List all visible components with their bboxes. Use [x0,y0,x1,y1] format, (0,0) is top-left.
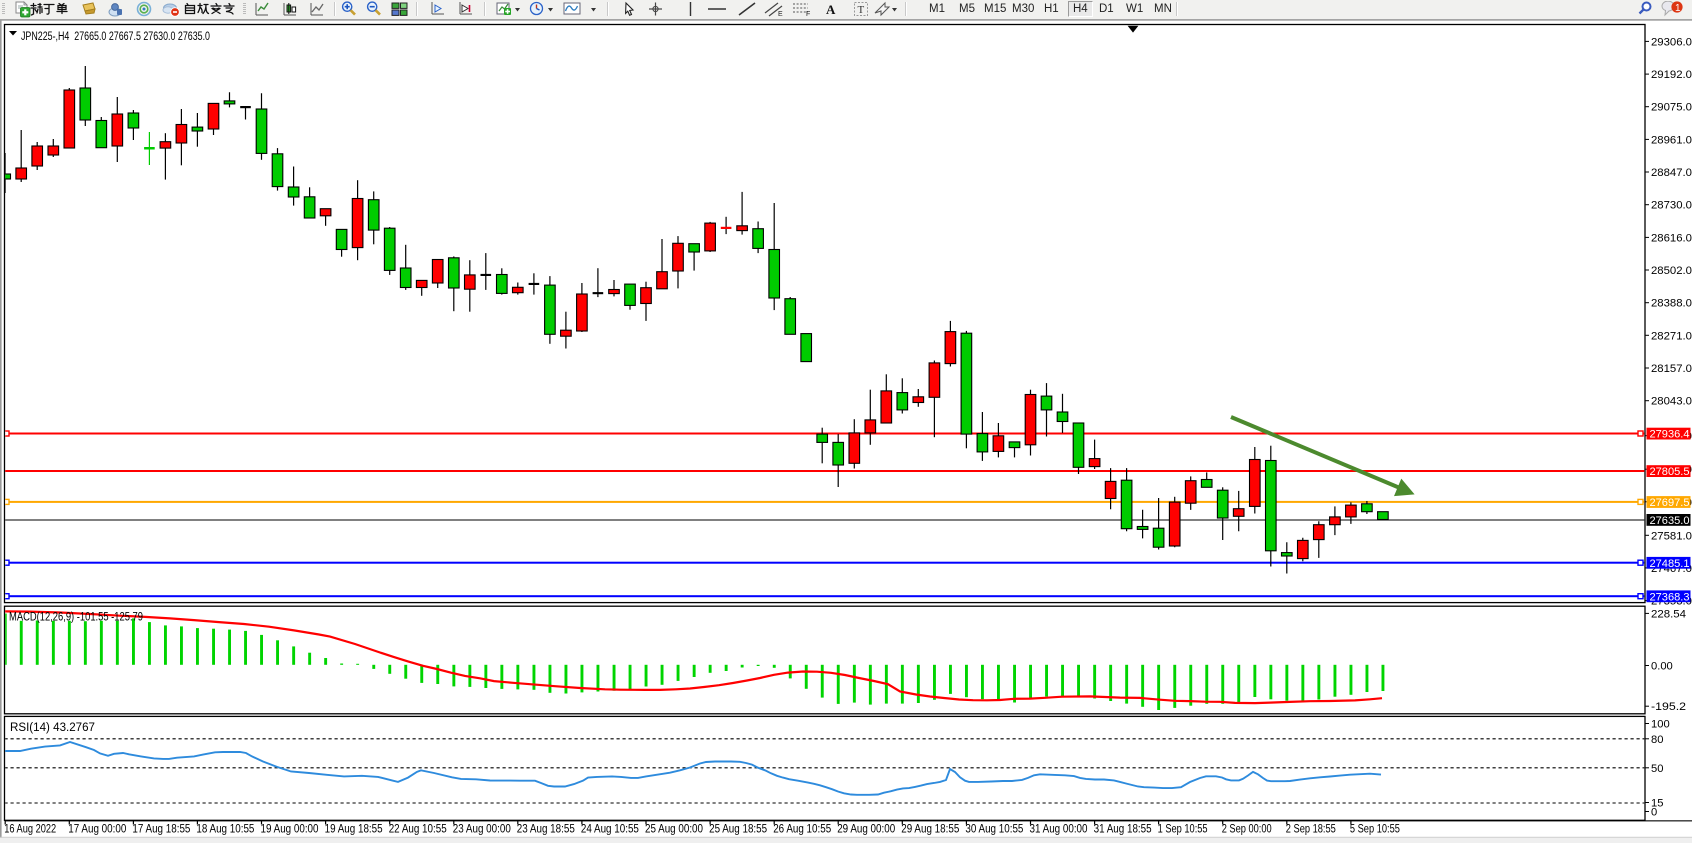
svg-text:5 Sep 10:55: 5 Sep 10:55 [1350,824,1400,836]
svg-text:-195.2: -195.2 [1651,701,1686,713]
svg-text:27697.5: 27697.5 [1650,497,1690,509]
svg-text:25 Aug 00:00: 25 Aug 00:00 [645,824,703,836]
svg-text:23 Aug 00:00: 23 Aug 00:00 [453,824,511,836]
svg-text:27368.3: 27368.3 [1650,591,1690,603]
svg-text:22 Aug 10:55: 22 Aug 10:55 [389,824,447,836]
svg-text:16 Aug 2022: 16 Aug 2022 [4,824,56,836]
svg-text:27581.0: 27581.0 [1651,530,1692,542]
svg-text:27936.4: 27936.4 [1650,429,1690,441]
svg-text:24 Aug 10:55: 24 Aug 10:55 [581,824,639,836]
svg-text:RSI(14) 43.2767: RSI(14) 43.2767 [10,722,95,734]
svg-text:27485.1: 27485.1 [1650,558,1690,570]
svg-text:23 Aug 18:55: 23 Aug 18:55 [517,824,575,836]
svg-text:28043.0: 28043.0 [1651,396,1692,408]
svg-text:15: 15 [1651,798,1663,810]
svg-text:28730.0: 28730.0 [1651,200,1692,212]
svg-text:29075.0: 29075.0 [1651,102,1692,114]
svg-text:28271.0: 28271.0 [1651,330,1692,342]
svg-text:26 Aug 10:55: 26 Aug 10:55 [773,824,831,836]
svg-text:17 Aug 18:55: 17 Aug 18:55 [132,824,190,836]
svg-text:29306.0: 29306.0 [1651,36,1692,48]
svg-text:29192.0: 29192.0 [1651,69,1692,81]
svg-text:100: 100 [1651,719,1670,731]
svg-text:0: 0 [1651,807,1657,819]
svg-text:E: E [778,11,783,17]
svg-text:18 Aug 10:55: 18 Aug 10:55 [196,824,254,836]
svg-text:29 Aug 18:55: 29 Aug 18:55 [901,824,959,836]
svg-text:T: T [858,4,865,16]
svg-text:28157.0: 28157.0 [1651,363,1692,375]
svg-text:1 Sep 10:55: 1 Sep 10:55 [1158,824,1208,836]
svg-text:31 Aug 00:00: 31 Aug 00:00 [1030,824,1088,836]
svg-text:25 Aug 18:55: 25 Aug 18:55 [709,824,767,836]
svg-text:17 Aug 00:00: 17 Aug 00:00 [68,824,126,836]
svg-text:1: 1 [1675,3,1681,14]
svg-text:MACD(12,26,9) -101.55 -125.79: MACD(12,26,9) -101.55 -125.79 [9,612,143,624]
svg-text:19 Aug 00:00: 19 Aug 00:00 [261,824,319,836]
svg-text:28961.0: 28961.0 [1651,134,1692,146]
svg-text:31 Aug 18:55: 31 Aug 18:55 [1094,824,1152,836]
svg-text:27805.5: 27805.5 [1650,466,1690,478]
svg-text:19 Aug 18:55: 19 Aug 18:55 [325,824,383,836]
svg-text:27635.0: 27635.0 [1650,515,1690,527]
svg-text:28616.0: 28616.0 [1651,232,1692,244]
svg-text:80: 80 [1651,734,1663,746]
svg-text:30 Aug 10:55: 30 Aug 10:55 [965,824,1023,836]
svg-text:228.54: 228.54 [1651,608,1686,620]
svg-text:28847.0: 28847.0 [1651,167,1692,179]
svg-text:F: F [806,11,810,17]
svg-text:2 Sep 18:55: 2 Sep 18:55 [1286,824,1336,836]
svg-text:JPN225-,H4 27665.0 27667.5 27: JPN225-,H4 27665.0 27667.5 27630.0 27635… [21,31,210,43]
svg-text:29 Aug 00:00: 29 Aug 00:00 [837,824,895,836]
svg-text:50: 50 [1651,763,1663,775]
svg-text:2 Sep 00:00: 2 Sep 00:00 [1222,824,1272,836]
svg-text:28502.0: 28502.0 [1651,265,1692,277]
svg-text:0.00: 0.00 [1651,661,1673,673]
svg-text:28388.0: 28388.0 [1651,298,1692,310]
